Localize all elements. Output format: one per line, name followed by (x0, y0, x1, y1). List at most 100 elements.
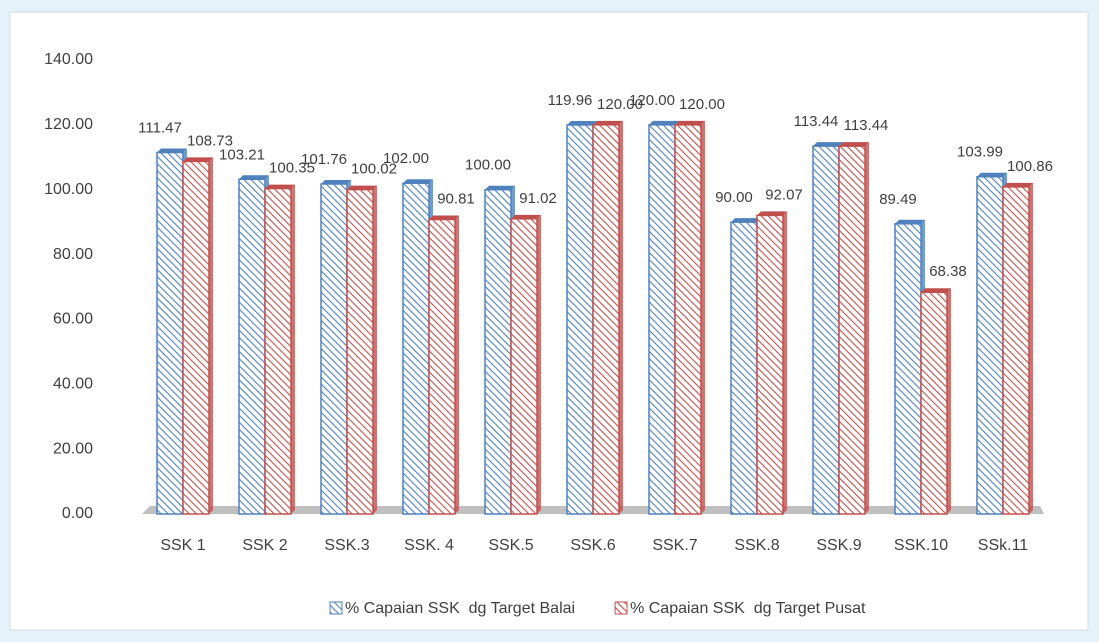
value-label: 91.02 (519, 190, 557, 207)
bar (592, 124, 620, 515)
bar-top (895, 219, 925, 224)
bar-side (947, 288, 951, 514)
bar-side (619, 120, 623, 514)
bar (730, 221, 758, 515)
bar-top (1003, 182, 1033, 187)
value-label: 108.73 (187, 132, 233, 149)
bar (182, 160, 210, 515)
bar-side (1029, 182, 1033, 515)
value-label: 90.00 (715, 189, 753, 206)
bar (756, 214, 784, 515)
bar-top (429, 215, 459, 220)
bar-group (648, 120, 679, 515)
x-tick-label: SSK.3 (324, 537, 369, 554)
value-label: 120.00 (679, 96, 725, 113)
bar-group (510, 214, 541, 515)
bar (894, 223, 922, 515)
value-label: 92.07 (765, 186, 803, 203)
bar-group (484, 185, 515, 515)
value-label: 100.00 (465, 157, 511, 174)
value-label: 119.96 (548, 92, 593, 109)
y-tick-label: 100.00 (44, 181, 93, 198)
value-label: 120.00 (597, 96, 643, 113)
bar (838, 145, 866, 515)
value-label: 113.44 (794, 113, 839, 130)
value-label: 103.99 (957, 144, 1003, 161)
x-tick-label: SSK.5 (488, 537, 533, 554)
bar-top (403, 179, 433, 184)
bar-side (537, 214, 541, 514)
bar-group (976, 172, 1007, 515)
bar-group (346, 185, 377, 515)
bar-group (674, 120, 705, 515)
x-tick-label: SSK.8 (734, 537, 779, 554)
x-tick-label: SSK. 4 (404, 537, 454, 554)
bar-group (838, 142, 869, 515)
x-tick-label: SSK.10 (894, 537, 948, 554)
bar-side (455, 215, 459, 514)
bar-group (920, 288, 951, 515)
x-tick-label: SSK 2 (242, 537, 287, 554)
bar-side (373, 185, 377, 515)
bar (428, 218, 456, 515)
value-label: 90.81 (437, 190, 475, 207)
x-tick-label: SSK.7 (652, 537, 697, 554)
x-tick-label: SSk.11 (978, 537, 1029, 554)
bar-top (239, 175, 269, 180)
value-label: 101.76 (301, 151, 347, 168)
legend-swatch (614, 601, 628, 615)
y-tick-label: 0.00 (62, 505, 93, 522)
value-label: 111.47 (138, 119, 182, 136)
bar-top (485, 185, 515, 190)
bar (812, 145, 840, 515)
bar (484, 188, 512, 515)
bar-top (757, 211, 787, 216)
bar-top (183, 157, 213, 162)
bar (238, 178, 266, 515)
value-label: 89.49 (879, 191, 917, 208)
bar (1002, 186, 1030, 515)
bar-top (321, 180, 351, 185)
y-tick-label: 120.00 (44, 116, 93, 133)
bar-group (264, 184, 295, 515)
bar-top (649, 120, 679, 125)
value-label: 100.02 (351, 161, 397, 178)
y-tick-label: 140.00 (44, 51, 93, 68)
value-label: 100.35 (269, 160, 315, 177)
bar (566, 124, 594, 515)
bar (402, 182, 430, 515)
y-tick-label: 80.00 (53, 246, 93, 263)
value-label: 100.86 (1007, 158, 1053, 175)
bar (346, 188, 374, 515)
x-tick-label: SSK 1 (160, 537, 205, 554)
value-label: 120.00 (629, 92, 675, 109)
x-tick-label: SSK.9 (816, 537, 861, 554)
bar-top (921, 288, 951, 293)
bar-top (675, 120, 705, 125)
bar-top (593, 120, 623, 125)
bar (648, 124, 676, 515)
bar-side (209, 157, 213, 514)
bar (156, 151, 184, 515)
bar-top (265, 184, 295, 189)
legend-label: % Capaian SSK dg Target Pusat (630, 600, 866, 617)
bar-group (182, 157, 213, 515)
bar (264, 187, 292, 515)
bar-group (428, 215, 459, 515)
value-label: 113.44 (844, 117, 889, 134)
value-label: 102.00 (383, 150, 429, 167)
value-label: 103.21 (219, 146, 265, 163)
bar-side (291, 184, 295, 514)
bar (320, 183, 348, 515)
y-tick-label: 20.00 (53, 440, 93, 457)
bar-top (567, 120, 597, 125)
value-label: 68.38 (929, 263, 967, 280)
bar-side (701, 120, 705, 514)
y-tick-label: 40.00 (53, 376, 93, 393)
bar-side (865, 142, 869, 514)
bar-top (731, 218, 761, 223)
bar-top (347, 185, 377, 190)
bar (510, 218, 538, 515)
bar (976, 176, 1004, 515)
